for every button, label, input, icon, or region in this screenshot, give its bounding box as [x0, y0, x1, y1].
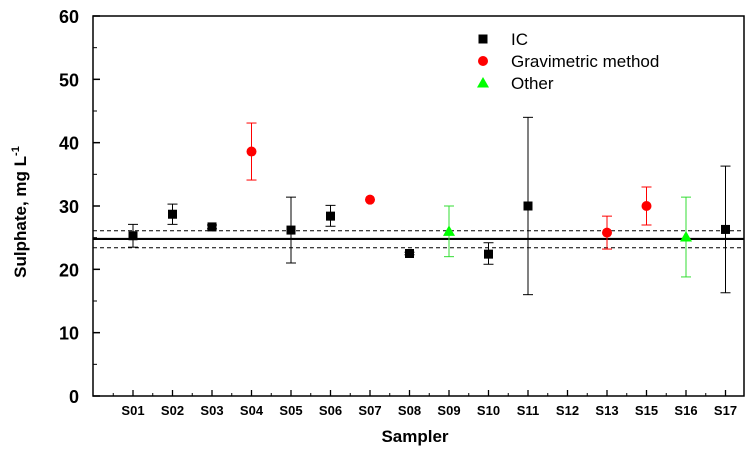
- legend-marker-triangle: [477, 77, 489, 88]
- data-point-square: [523, 201, 533, 211]
- data-point-square: [207, 222, 217, 232]
- x-tick-label: S05: [279, 403, 302, 418]
- legend-label: Gravimetric method: [511, 52, 659, 71]
- x-tick-label: S03: [200, 403, 223, 418]
- data-marks: [128, 116, 731, 296]
- y-axis-label: Sulphate, mg L-1: [10, 146, 30, 278]
- x-tick-label: S11: [517, 403, 539, 418]
- axes: 0 10 20 30 40 50 60 S01 S02 S03 S04 S05 S06 S07 S08 S09…: [59, 7, 745, 418]
- data-point-square: [168, 209, 177, 219]
- y-tick-label: 50: [59, 70, 79, 90]
- data-point-triangle: [680, 231, 692, 242]
- y-tick-label: 30: [59, 197, 79, 217]
- data-point-square: [721, 224, 730, 234]
- y-tick-label: 20: [59, 260, 79, 280]
- x-tick-label: S08: [398, 403, 421, 418]
- x-tick-label: S09: [437, 403, 460, 418]
- y-tick-label: 10: [59, 324, 79, 344]
- data-point-square: [286, 225, 296, 235]
- x-tick-label: S13: [595, 403, 618, 418]
- x-tick-label: S02: [161, 403, 184, 418]
- legend-label: Other: [511, 74, 554, 93]
- data-point-circle: [602, 227, 612, 238]
- x-tick-label: S12: [556, 403, 579, 418]
- x-tick-label: S15: [635, 403, 658, 418]
- legend-label: IC: [511, 30, 528, 49]
- data-point-circle: [641, 201, 652, 211]
- x-tick-label: S17: [714, 403, 737, 418]
- y-tick-label: 0: [69, 387, 79, 407]
- data-point-square: [484, 249, 493, 259]
- y-tick-label: 60: [59, 7, 79, 27]
- legend-marker-circle: [478, 56, 488, 66]
- x-tick-label: S01: [121, 403, 144, 418]
- legend: IC Gravimetric method Other: [477, 30, 659, 93]
- x-tick-label: S04: [240, 403, 264, 418]
- legend-marker-square: [478, 34, 488, 44]
- data-point-circle: [246, 146, 257, 157]
- y-tick-label: 40: [59, 134, 79, 154]
- x-tick-label: S06: [319, 403, 342, 418]
- data-point-square: [326, 211, 335, 221]
- reference-lines: [93, 230, 744, 249]
- x-tick-label: S07: [358, 403, 381, 418]
- data-point-square: [128, 231, 138, 241]
- data-point-square: [405, 249, 414, 258]
- x-tick-label: S10: [477, 403, 500, 418]
- x-tick-label: S16: [674, 403, 697, 418]
- data-point-circle: [365, 194, 375, 205]
- x-axis-label: Sampler: [381, 427, 448, 446]
- data-point-triangle: [443, 225, 455, 236]
